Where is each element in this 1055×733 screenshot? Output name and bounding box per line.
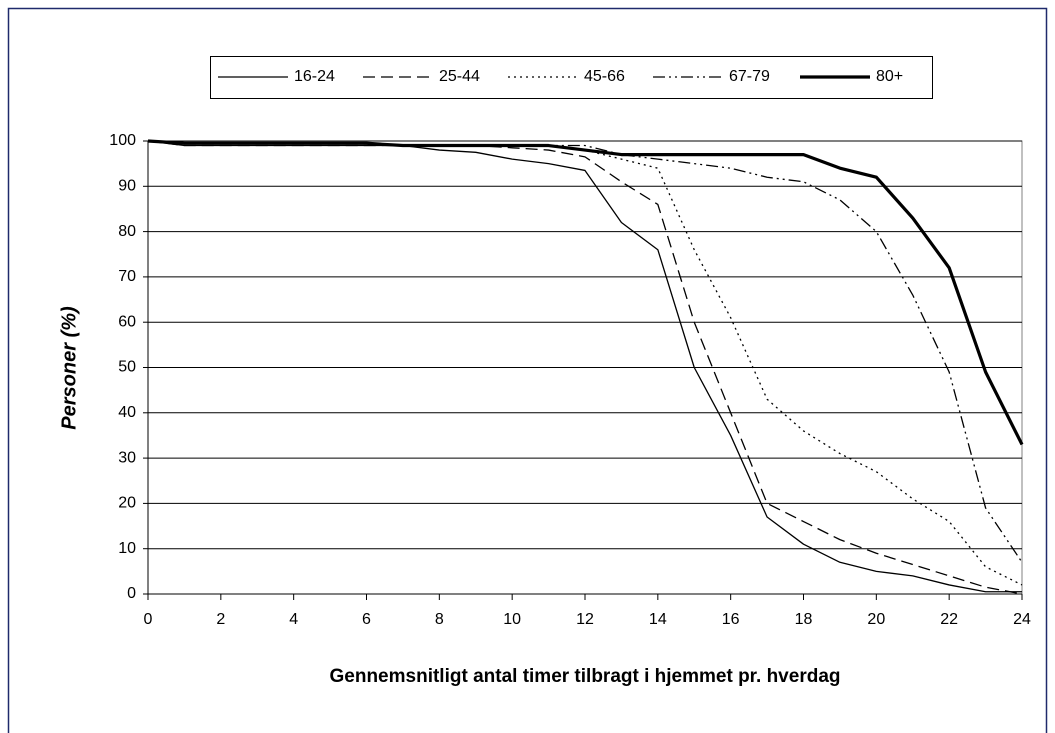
x-tick-label: 8 — [435, 611, 444, 628]
legend-label: 67-79 — [729, 68, 770, 85]
legend-label: 25-44 — [439, 68, 480, 85]
y-tick-label: 10 — [118, 540, 136, 557]
legend-label: 80+ — [876, 68, 903, 85]
x-tick-label: 10 — [503, 611, 521, 628]
x-tick-label: 20 — [867, 611, 885, 628]
x-tick-label: 16 — [722, 611, 740, 628]
y-tick-label: 100 — [109, 132, 136, 149]
x-tick-label: 12 — [576, 611, 594, 628]
y-tick-label: 50 — [118, 359, 136, 376]
legend-label: 45-66 — [584, 68, 625, 85]
x-tick-label: 0 — [144, 611, 153, 628]
x-axis-title: Gennemsnitligt antal timer tilbragt i hj… — [330, 666, 841, 687]
x-tick-label: 22 — [940, 611, 958, 628]
y-tick-label: 30 — [118, 449, 136, 466]
legend-label: 16-24 — [294, 68, 335, 85]
x-tick-label: 14 — [649, 611, 667, 628]
y-tick-label: 40 — [118, 404, 136, 421]
y-tick-label: 60 — [118, 313, 136, 330]
y-tick-label: 20 — [118, 495, 136, 512]
y-tick-label: 80 — [118, 223, 136, 240]
x-tick-label: 18 — [795, 611, 813, 628]
y-tick-label: 70 — [118, 268, 136, 285]
x-tick-label: 2 — [216, 611, 225, 628]
x-tick-label: 4 — [289, 611, 298, 628]
x-tick-label: 6 — [362, 611, 371, 628]
series-line — [147, 139, 1024, 446]
y-tick-label: 0 — [127, 585, 136, 602]
y-axis-title: Personer (%) — [58, 306, 80, 430]
y-tick-label: 90 — [118, 178, 136, 195]
x-tick-label: 24 — [1013, 611, 1031, 628]
chart-frame — [7, 7, 1048, 733]
series-line — [147, 140, 1023, 595]
